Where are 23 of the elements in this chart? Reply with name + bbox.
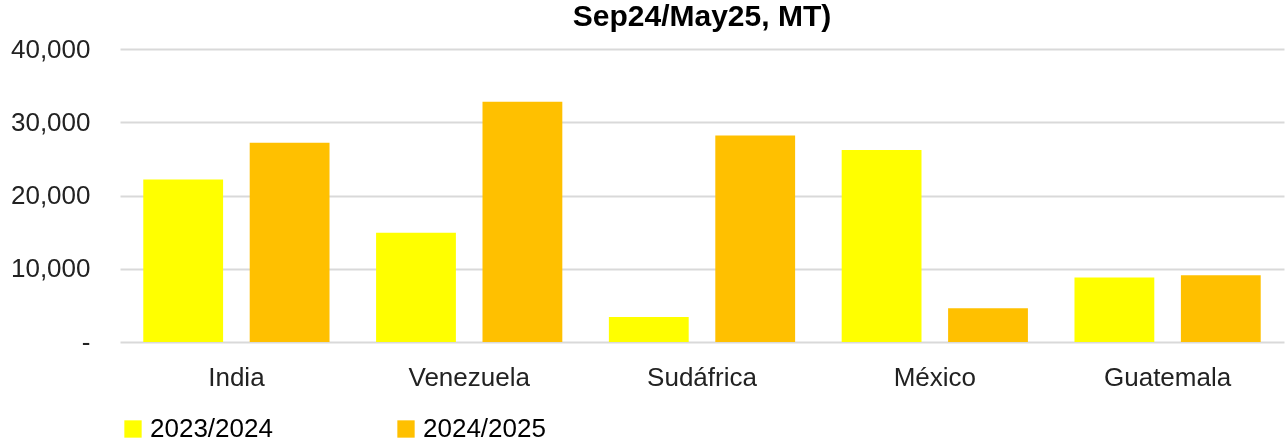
- bar: [1074, 277, 1155, 342]
- x-tick-label: Sudáfrica: [647, 361, 758, 392]
- y-tick-label: 40,000: [10, 33, 91, 64]
- chart-title: Sep24/May25, MT): [572, 0, 832, 32]
- y-tick-label: -: [81, 326, 91, 357]
- x-tick-label: México: [893, 361, 976, 392]
- bar: [376, 232, 456, 342]
- bar: [482, 101, 563, 342]
- legend-label: 2024/2025: [423, 413, 546, 443]
- legend-label: 2023/2024: [150, 413, 273, 443]
- x-tick-label: Guatemala: [1104, 361, 1232, 392]
- bar: [715, 135, 796, 342]
- bar: [143, 179, 224, 342]
- x-tick-label: India: [208, 361, 266, 392]
- bar: [608, 317, 689, 342]
- bar: [948, 308, 1028, 342]
- bar: [249, 142, 330, 342]
- y-tick-label: 20,000: [10, 180, 91, 210]
- x-tick-label: Venezuela: [408, 361, 531, 392]
- bar: [1180, 275, 1261, 342]
- y-tick-label: 30,000: [10, 106, 91, 137]
- y-tick-label: 10,000: [10, 253, 91, 284]
- bar: [841, 150, 922, 342]
